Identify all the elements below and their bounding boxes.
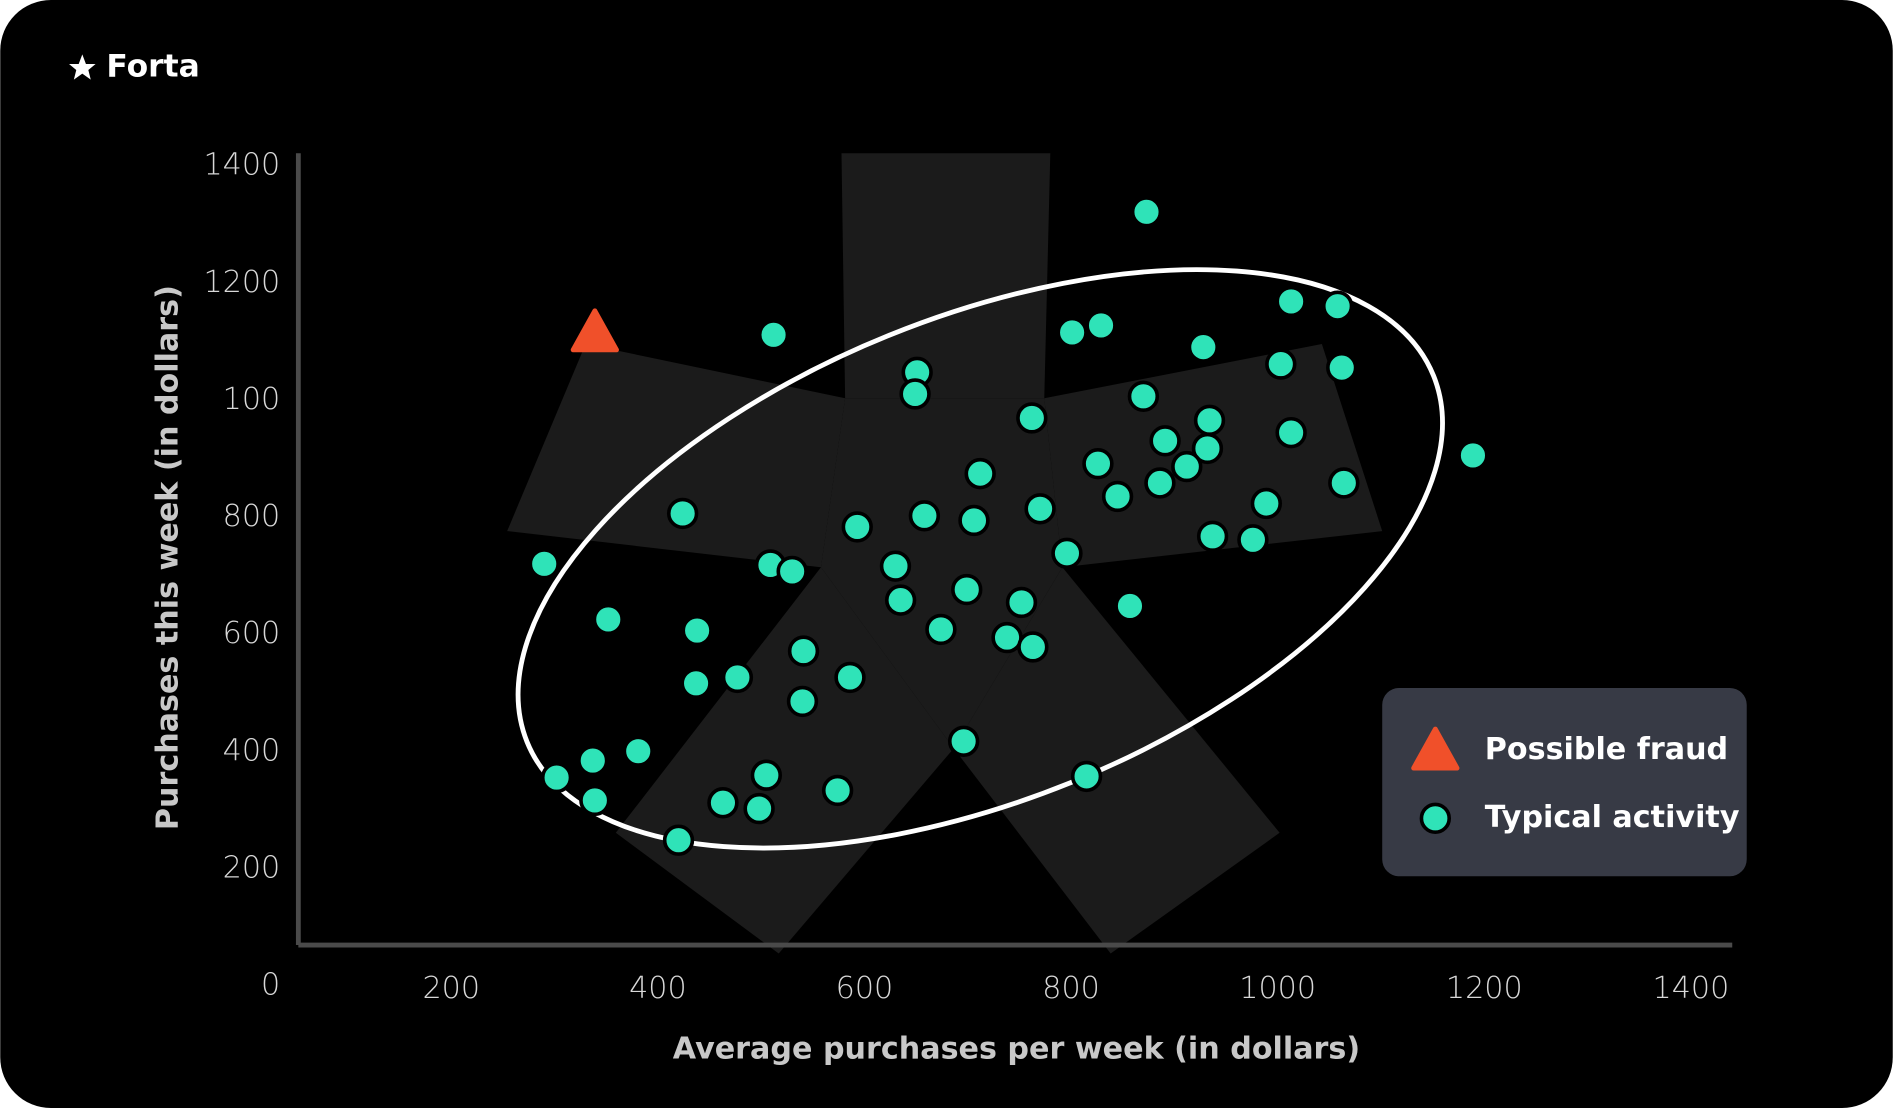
activity-point (1328, 467, 1360, 499)
activity-point (1326, 351, 1358, 384)
activity-point (947, 725, 980, 757)
x-tick-label: 1200 (1446, 971, 1523, 1006)
legend: Possible fraud Typical activity (1382, 687, 1747, 877)
activity-point (1051, 537, 1083, 569)
normal-range-ellipse (515, 267, 1445, 851)
activity-point (1193, 404, 1226, 437)
activity-point (1127, 380, 1160, 413)
activity-point (579, 784, 611, 817)
y-tick-label: 1400 (204, 148, 281, 183)
x-tick-label: 800 (1042, 971, 1100, 1006)
legend-box (1382, 687, 1747, 877)
x-tick-label: 600 (836, 971, 894, 1006)
activity-point (1005, 586, 1038, 619)
activity-point (1187, 331, 1220, 363)
activity-point (884, 584, 917, 616)
activity-point (787, 635, 820, 667)
y-tick-label: 200 (223, 850, 281, 885)
activity-point (899, 378, 931, 410)
activity-point (1265, 348, 1297, 380)
brand-star (69, 54, 96, 80)
y-axis-title: Purchases this week (in dollars) (151, 285, 186, 830)
activity-point (707, 787, 739, 819)
activity-point (1070, 760, 1103, 793)
activity-point (964, 457, 996, 490)
activity-point (1196, 520, 1229, 552)
fraud-point (1411, 726, 1460, 771)
activity-point (622, 735, 654, 767)
activity-point (951, 573, 983, 606)
activity-point (1191, 432, 1224, 465)
activity-point (1457, 439, 1489, 472)
activity-point (1016, 402, 1048, 434)
activity-point (1321, 290, 1354, 322)
activity-point (821, 774, 854, 807)
activity-point (925, 613, 957, 646)
activity-point (721, 661, 754, 694)
activity-point (1144, 467, 1176, 499)
activity-point (666, 497, 699, 530)
x-tick-label: 400 (629, 971, 687, 1006)
activity-point (540, 761, 573, 794)
activity-point (681, 614, 713, 647)
activity-point (1101, 480, 1134, 513)
activity-point (1085, 309, 1117, 342)
activity-point (662, 824, 695, 856)
y-tick-label: 0 (261, 968, 280, 1003)
y-tick-label: 800 (223, 499, 281, 534)
fraud-point (570, 308, 619, 353)
activity-point (776, 555, 808, 588)
activity-point (680, 667, 712, 699)
y-tick-label: 400 (223, 733, 281, 768)
y-tick-label: 600 (223, 616, 281, 651)
legend-label: Possible fraud (1485, 732, 1728, 767)
activity-point (592, 603, 624, 636)
activity-point (1275, 416, 1307, 449)
activity-point (750, 759, 783, 791)
activity-point (1171, 450, 1203, 483)
y-tick-label: 100 (223, 382, 281, 417)
activity-point (1017, 631, 1049, 663)
activity-point (743, 792, 775, 825)
activity-point (908, 500, 941, 532)
x-tick-label: 1400 (1653, 971, 1730, 1006)
activity-point (1250, 487, 1283, 520)
x-tick-label: 1000 (1239, 971, 1316, 1006)
activity-point (786, 685, 819, 718)
activity-point (1149, 425, 1181, 457)
y-tick-label: 1200 (204, 265, 281, 300)
activity-point (1237, 524, 1269, 556)
activity-point (528, 548, 560, 580)
activity-point (1130, 196, 1163, 228)
activity-point (1114, 590, 1146, 622)
activity-point (991, 621, 1023, 654)
x-tick-label: 200 (422, 971, 480, 1006)
activity-point (834, 661, 866, 694)
plot: 0 200 400 600 800 100 1200 1400 200 400 600 800 1000… (204, 148, 1730, 1007)
activity-point (1419, 802, 1452, 835)
brand: Forta (106, 49, 199, 85)
activity-point (1056, 316, 1088, 349)
legend-label: Typical activity (1485, 800, 1740, 835)
activity-point (841, 511, 873, 543)
activity-point (1082, 447, 1114, 480)
activity-point (757, 319, 790, 351)
activity-point (1275, 285, 1307, 318)
activity-point (577, 744, 609, 777)
activity-point (1024, 493, 1056, 525)
x-axis-title: Average purchases per week (in dollars) (673, 1032, 1360, 1067)
activity-point (879, 550, 912, 582)
activity-point (958, 504, 990, 537)
